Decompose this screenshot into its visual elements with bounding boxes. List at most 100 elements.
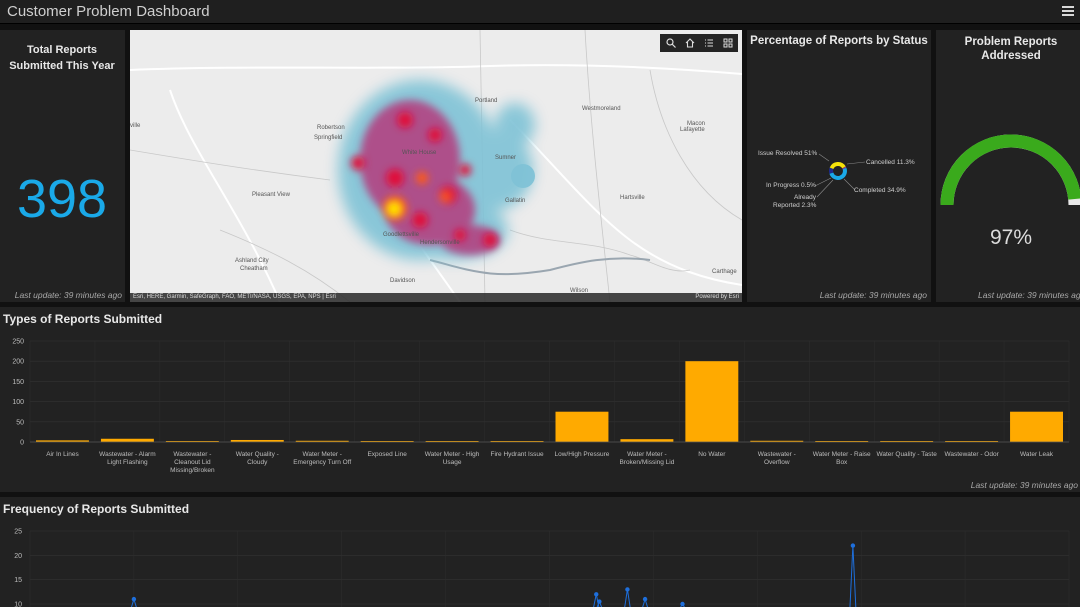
map-place-label: Carthage — [712, 269, 737, 275]
bar[interactable] — [295, 440, 349, 442]
total-reports-panel: Total Reports Submitted This Year 398 La… — [0, 30, 125, 302]
gauge-title: Problem Reports Addressed — [964, 36, 1058, 62]
legend-issue-resolved: Issue Resolved 51% — [758, 150, 818, 157]
map-place-label: Hartsville — [620, 195, 645, 201]
category-label: Water Meter - High Usage — [424, 451, 480, 466]
last-update-text: Last update: 39 minutes ago — [978, 290, 1080, 300]
category-label: Low/High Pressure — [554, 451, 610, 458]
total-reports-title: Total Reports Submitted This Year — [9, 44, 115, 72]
map-place-label: ville — [130, 123, 141, 129]
slice-in-progress[interactable] — [842, 166, 846, 169]
category-label: No Water — [698, 451, 726, 458]
map-place-label: Pleasant View — [252, 192, 290, 198]
bar[interactable] — [815, 441, 869, 442]
category-label: Exposed Line — [367, 451, 407, 458]
types-title: Types of Reports Submitted — [3, 312, 163, 326]
search-icon[interactable] — [664, 37, 677, 50]
category-label: Wastewater - Overflow — [757, 451, 796, 466]
bar[interactable] — [880, 441, 934, 442]
y-tick-label: 20 — [14, 553, 22, 560]
map-place-label: Hendersonville — [420, 240, 460, 246]
bar[interactable] — [685, 361, 739, 442]
bar[interactable] — [1010, 411, 1063, 442]
dashboard-title: Customer Problem Dashboard — [7, 3, 210, 20]
data-point[interactable] — [680, 601, 685, 607]
slice-issue-resolved[interactable] — [829, 167, 847, 180]
slice-already-reported[interactable] — [842, 166, 847, 170]
map-place-label: Ashland City — [235, 258, 269, 264]
bar[interactable] — [230, 439, 284, 442]
slice-completed[interactable] — [829, 162, 846, 170]
map-place-label: Portland — [475, 98, 498, 104]
series-line — [626, 589, 631, 607]
bar[interactable] — [620, 439, 674, 442]
series-line — [624, 589, 628, 607]
basemap-icon[interactable] — [721, 37, 734, 50]
frequency-panel: Frequency of Reports Submitted 10 15 20 25 — [0, 497, 1080, 607]
map-place-label: Davidson — [390, 278, 416, 284]
map-place-label: Gallatin — [505, 198, 526, 204]
category-label: Water Meter - Raise Box — [812, 451, 871, 466]
bar[interactable] — [490, 441, 544, 442]
home-icon[interactable] — [683, 37, 696, 50]
y-tick-label: 100 — [12, 399, 24, 406]
y-tick-label: 250 — [12, 339, 24, 346]
bar[interactable] — [100, 438, 154, 442]
frequency-title: Frequency of Reports Submitted — [3, 502, 190, 516]
category-label: Wastewater - Alarm Light Flashing — [99, 451, 156, 466]
gauge-value: 97% — [989, 226, 1033, 249]
category-label: Water Quality - Taste — [876, 451, 937, 458]
category-label: Water Leak — [1020, 451, 1054, 458]
data-point[interactable] — [625, 587, 630, 592]
y-tick-label: 150 — [12, 379, 24, 386]
map-place-label: Cheatham — [240, 266, 268, 272]
map-place-label: Westmoreland — [582, 106, 621, 112]
legend-icon[interactable] — [702, 37, 715, 50]
slice-cancelled[interactable] — [829, 167, 834, 174]
y-tick-label: 200 — [12, 359, 24, 366]
status-donut — [829, 162, 847, 180]
y-tick-label: 50 — [16, 419, 24, 426]
data-point[interactable] — [850, 543, 856, 548]
category-label: Wastewater - Odor — [944, 451, 999, 458]
legend-completed: Completed 34.9% — [854, 187, 906, 194]
legend-in-progress: In Progress 0.5% — [766, 182, 816, 189]
data-point[interactable] — [642, 596, 648, 602]
bar[interactable] — [425, 441, 479, 442]
data-point[interactable] — [597, 599, 602, 604]
bar[interactable] — [945, 441, 999, 442]
heatmap-map[interactable]: Portland Westmoreland Lafayette Springfi… — [130, 30, 742, 302]
map-place-label: Goodlettsville — [383, 232, 420, 238]
category-label: Water Meter - Broken/Missing Lid — [619, 451, 675, 466]
map-place-label: Lafayette — [680, 127, 705, 133]
series-line — [852, 545, 857, 607]
menu-icon[interactable] — [1062, 4, 1074, 18]
y-tick-label: 10 — [14, 602, 22, 607]
data-point[interactable] — [594, 592, 599, 597]
bar[interactable] — [360, 441, 414, 442]
frequency-line-chart: 10 15 20 25 — [14, 529, 1070, 607]
types-bar-chart: 0 50 100 150 200 250 — [12, 339, 1070, 447]
total-reports-value: 398 — [16, 169, 108, 229]
map-place-label: Sumner — [495, 155, 517, 161]
last-update-text: Last update: 39 minutes ago — [819, 290, 927, 300]
map-place-label: Macon — [687, 121, 706, 127]
status-donut-chart[interactable] — [747, 30, 931, 302]
last-update-text: Last update: 39 minutes ago — [14, 290, 122, 300]
powered-by-esri[interactable]: Powered by Esri — [695, 294, 739, 300]
map-place-label: Wilson — [570, 288, 589, 294]
bar[interactable] — [555, 411, 609, 442]
last-update-text: Last update: 39 minutes ago — [970, 480, 1078, 490]
data-point[interactable] — [131, 596, 137, 602]
legend-already-reported: Reported 2.3% — [773, 202, 817, 209]
top-bar: Customer Problem Dashboard — [0, 0, 1080, 24]
map-place-label: White House — [402, 150, 437, 156]
bar[interactable] — [165, 441, 219, 442]
map-toolbar — [660, 34, 738, 52]
legend-cancelled: Cancelled 11.3% — [866, 159, 915, 166]
gauge-panel: Problem Reports Addressed 97% Last updat… — [936, 30, 1080, 302]
bar[interactable] — [750, 440, 804, 442]
category-label: Wastewater - Cleanout Lid Missing/Broken — [170, 451, 215, 474]
gauge-fill — [940, 134, 1080, 206]
bar[interactable] — [36, 440, 89, 442]
